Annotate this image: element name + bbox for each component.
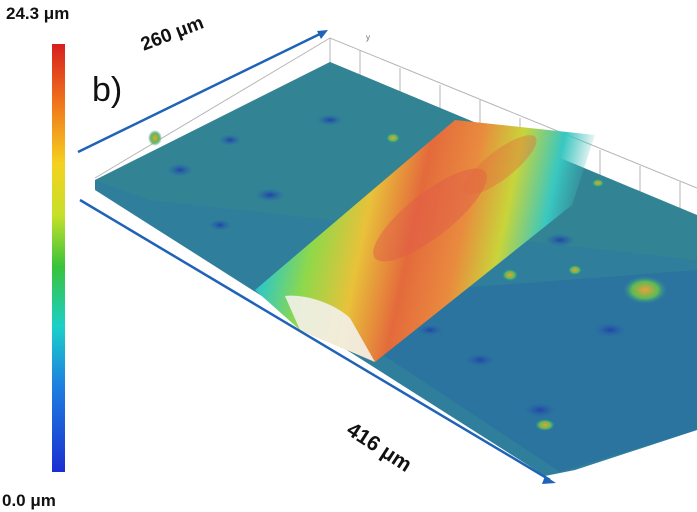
laser-track-ridge — [255, 120, 595, 362]
surface-texture — [148, 114, 667, 431]
panel-label: b) — [92, 71, 123, 109]
colorbar-min-label: 0.0 μm — [2, 491, 56, 510]
colorbar-max-label: 24.3 μm — [6, 4, 70, 23]
width-arrow — [77, 30, 328, 154]
y-axis-label: y — [366, 33, 370, 42]
length-arrow — [79, 198, 556, 484]
height-colorbar — [52, 44, 65, 472]
